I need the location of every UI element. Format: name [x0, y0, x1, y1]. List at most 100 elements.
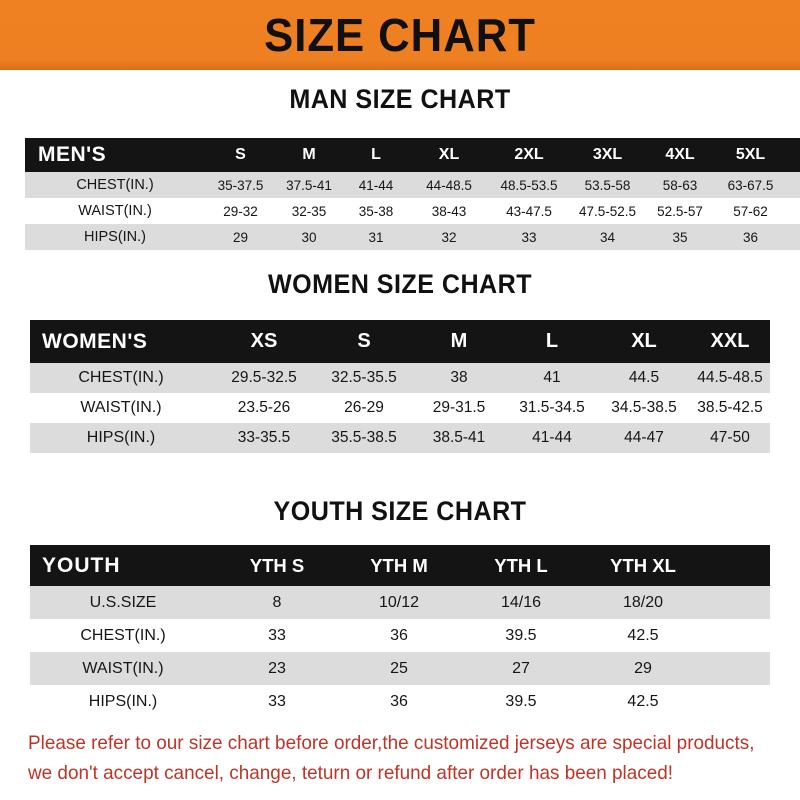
page-banner: SIZE CHART — [0, 0, 800, 70]
youth-waist-s: 23 — [268, 659, 286, 677]
man-hips-6xl: 37 — [786, 224, 800, 250]
man-chest-6xl: 67.5-72 — [786, 172, 800, 198]
man-corner-label: MEN'S — [38, 143, 107, 166]
women-chest-l: 41 — [543, 369, 561, 386]
youth-hips-spacer — [704, 685, 770, 718]
women-corner-label: WOMEN'S — [42, 329, 148, 353]
man-col-3xl: 3XL — [592, 146, 623, 163]
man-col-m: M — [302, 146, 316, 163]
man-col-s: S — [235, 146, 246, 163]
women-col-l: L — [545, 330, 559, 352]
youth-chest-s: 33 — [268, 626, 286, 644]
man-hips-5xl: 36 — [742, 229, 759, 245]
youth-table-header-row: YOUTH YTH S YTH M YTH L YTH XL — [30, 545, 770, 586]
youth-row-label-hips: HIPS(IN.) — [88, 692, 158, 710]
youth-row-label-us-size: U.S.SIZE — [89, 593, 157, 611]
youth-waist-spacer — [704, 652, 770, 685]
women-hips-xs: 33-35.5 — [237, 429, 291, 446]
table-row: WAIST(IN.) 29-32 32-35 35-38 38-43 43-47… — [25, 198, 800, 224]
man-col-2xl: 2XL — [514, 146, 544, 163]
youth-ussize-s: 8 — [272, 593, 282, 611]
table-row: CHEST(IN.) 35-37.5 37.5-41 41-44 44-48.5… — [25, 172, 800, 198]
man-col-5xl: 5XL — [735, 146, 766, 163]
man-waist-m: 32-35 — [291, 203, 327, 219]
women-hips-l: 41-44 — [532, 429, 572, 446]
man-table-header-row: MEN'S S M L XL 2XL 3XL 4XL 5XL 6XL — [25, 138, 800, 172]
man-waist-6xl: 62-66.5 — [786, 198, 800, 224]
man-size-table: MEN'S S M L XL 2XL 3XL 4XL 5XL 6XL CHEST… — [25, 138, 800, 250]
man-waist-5xl: 57-62 — [733, 203, 768, 219]
man-chest-4xl: 58-63 — [662, 177, 698, 193]
man-chest-m: 37.5-41 — [286, 177, 332, 193]
women-row-label-waist: WAIST(IN.) — [80, 399, 162, 416]
notice-line-1: Please refer to our size chart before or… — [28, 732, 755, 754]
youth-ussize-m: 10/12 — [378, 593, 420, 611]
man-hips-s: 29 — [232, 229, 249, 245]
table-row: CHEST(IN.) 33 36 39.5 42.5 — [30, 619, 770, 652]
man-chest-3xl: 53.5-58 — [584, 177, 631, 193]
women-waist-m: 29-31.5 — [432, 399, 486, 416]
youth-col-yth-m: YTH M — [370, 554, 428, 576]
youth-chest-m: 36 — [390, 626, 408, 644]
man-waist-s: 29-32 — [223, 203, 258, 219]
table-row: HIPS(IN.) 33-35.5 35.5-38.5 38.5-41 41-4… — [30, 423, 770, 453]
youth-ussize-l: 14/16 — [500, 593, 542, 611]
youth-ussize-spacer — [704, 586, 770, 619]
table-row: WAIST(IN.) 23 25 27 29 — [30, 652, 770, 685]
youth-hips-m: 36 — [390, 692, 408, 710]
women-hips-s: 35.5-38.5 — [331, 429, 397, 446]
man-row-label-waist: WAIST(IN.) — [78, 203, 152, 219]
man-section-title: MAN SIZE CHART — [289, 84, 511, 114]
women-chest-m: 38 — [450, 369, 468, 386]
man-chest-xl: 44-48.5 — [426, 177, 472, 193]
youth-corner-label: YOUTH — [42, 553, 121, 577]
man-hips-xl: 32 — [441, 229, 457, 245]
man-hips-4xl: 35 — [672, 229, 688, 245]
page-title: SIZE CHART — [264, 9, 536, 61]
youth-col-yth-l: YTH L — [494, 554, 548, 576]
man-col-6xl: 6XL — [786, 138, 800, 172]
youth-col-yth-xl: YTH XL — [610, 554, 676, 576]
youth-row-label-waist: WAIST(IN.) — [82, 659, 164, 677]
women-section-title: WOMEN SIZE CHART — [267, 269, 533, 299]
youth-row-label-chest: CHEST(IN.) — [80, 626, 166, 644]
youth-hips-l: 39.5 — [505, 692, 537, 710]
women-size-table: WOMEN'S XS S M L XL XXL CHEST(IN.) 29.5-… — [30, 320, 770, 453]
man-col-xl: XL — [438, 146, 460, 163]
women-waist-s: 26-29 — [344, 399, 384, 416]
women-row-label-hips: HIPS(IN.) — [86, 429, 156, 446]
notice-line-2: we don't accept cancel, change, teturn o… — [28, 762, 674, 784]
women-chest-s: 32.5-35.5 — [331, 369, 397, 386]
women-chest-xxl: 44.5-48.5 — [697, 369, 763, 386]
man-waist-2xl: 43-47.5 — [506, 203, 552, 219]
man-chest-s: 35-37.5 — [217, 177, 264, 193]
youth-waist-m: 25 — [390, 659, 408, 677]
table-row: U.S.SIZE 8 10/12 14/16 18/20 — [30, 586, 770, 619]
man-col-4xl: 4XL — [665, 146, 695, 163]
man-row-label-hips: HIPS(IN.) — [83, 229, 147, 245]
youth-size-table: YOUTH YTH S YTH M YTH L YTH XL U.S.SIZE … — [30, 545, 770, 718]
women-hips-xxl: 47-50 — [710, 429, 750, 446]
youth-waist-xl: 29 — [634, 659, 652, 677]
women-hips-m: 38.5-41 — [432, 429, 486, 446]
man-col-l: L — [371, 146, 381, 163]
man-waist-xl: 38-43 — [431, 203, 467, 219]
youth-col-spacer — [704, 545, 770, 586]
youth-chest-xl: 42.5 — [627, 626, 659, 644]
man-hips-l: 31 — [368, 229, 384, 245]
women-row-label-chest: CHEST(IN.) — [78, 369, 164, 386]
man-hips-2xl: 33 — [521, 229, 537, 245]
man-chest-l: 41-44 — [358, 177, 394, 193]
table-row: CHEST(IN.) 29.5-32.5 32.5-35.5 38 41 44.… — [30, 363, 770, 393]
order-policy-notice: Please refer to our size chart before or… — [28, 728, 756, 788]
youth-section-title: YOUTH SIZE CHART — [273, 496, 527, 526]
youth-ussize-xl: 18/20 — [622, 593, 664, 611]
man-waist-l: 35-38 — [358, 203, 394, 219]
youth-hips-s: 33 — [268, 692, 286, 710]
women-waist-xs: 23.5-26 — [237, 399, 291, 416]
man-hips-3xl: 34 — [599, 229, 616, 245]
man-hips-m: 30 — [301, 229, 317, 245]
women-waist-xl: 34.5-38.5 — [611, 399, 677, 416]
youth-col-yth-s: YTH S — [249, 554, 305, 576]
